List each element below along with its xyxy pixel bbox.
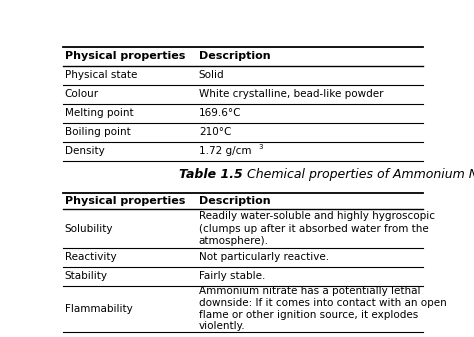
Text: Physical properties: Physical properties [65, 52, 185, 61]
Text: violently.: violently. [199, 321, 246, 331]
Text: Boiling point: Boiling point [65, 127, 130, 137]
Text: Description: Description [199, 196, 271, 206]
Text: atmosphere).: atmosphere). [199, 236, 269, 246]
Text: Fairly stable.: Fairly stable. [199, 271, 265, 281]
Text: Ammonium nitrate has a potentially lethal: Ammonium nitrate has a potentially letha… [199, 286, 420, 297]
Text: Colour: Colour [65, 89, 99, 99]
Text: Physical state: Physical state [65, 70, 137, 80]
Text: Melting point: Melting point [65, 108, 133, 118]
Text: 3: 3 [258, 144, 263, 150]
Text: Density: Density [65, 146, 104, 156]
Text: White crystalline, bead-like powder: White crystalline, bead-like powder [199, 89, 383, 99]
Text: flame or other ignition source, it explodes: flame or other ignition source, it explo… [199, 309, 418, 319]
Text: Physical properties: Physical properties [65, 196, 185, 206]
Text: Description: Description [199, 52, 271, 61]
Text: Chemical properties of Ammonium Nitrate: Chemical properties of Ammonium Nitrate [243, 168, 474, 181]
Text: Solubility: Solubility [65, 223, 113, 234]
Text: downside: If it comes into contact with an open: downside: If it comes into contact with … [199, 298, 447, 308]
Text: 210°C: 210°C [199, 127, 231, 137]
Text: Stability: Stability [65, 271, 108, 281]
Text: Solid: Solid [199, 70, 225, 80]
Text: Not particularly reactive.: Not particularly reactive. [199, 252, 329, 262]
Text: (clumps up after it absorbed water from the: (clumps up after it absorbed water from … [199, 223, 428, 234]
Text: Reactivity: Reactivity [65, 252, 117, 262]
Text: Readily water-soluble and highly hygroscopic: Readily water-soluble and highly hygrosc… [199, 211, 435, 221]
Text: Flammability: Flammability [65, 304, 133, 314]
Text: 1.72 g/cm: 1.72 g/cm [199, 146, 251, 156]
Text: 169.6°C: 169.6°C [199, 108, 241, 118]
Text: Table 1.5: Table 1.5 [179, 168, 243, 181]
